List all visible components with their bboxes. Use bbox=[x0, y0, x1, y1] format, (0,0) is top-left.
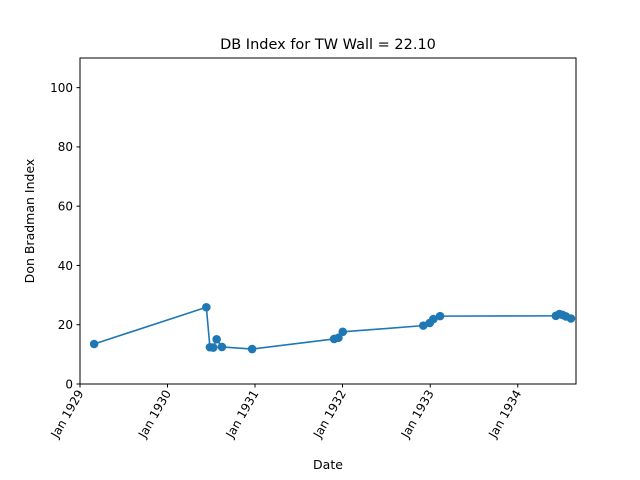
plot-area bbox=[80, 58, 576, 384]
plot-frame bbox=[79, 57, 577, 385]
x-axis: Jan 1929 Jan 1930 Jan 1931 Jan 1932 Jan 1933… bbox=[48, 384, 524, 442]
data-point bbox=[212, 334, 221, 344]
y-tick-label: 60 bbox=[58, 199, 73, 213]
data-point bbox=[566, 314, 576, 323]
data-point bbox=[247, 344, 257, 354]
x-tick-label: Jan 1934 bbox=[485, 388, 524, 442]
x-tick-label: Jan 1929 bbox=[48, 388, 87, 442]
y-tick-label: 40 bbox=[58, 259, 73, 273]
data-point bbox=[217, 342, 227, 352]
data-point bbox=[429, 314, 438, 324]
y-tick-label: 0 bbox=[65, 377, 73, 391]
series-layer bbox=[89, 302, 576, 354]
x-tick-label: Jan 1931 bbox=[223, 388, 262, 442]
data-point bbox=[338, 327, 348, 337]
y-tick-label: 80 bbox=[58, 140, 73, 154]
x-tick-label: Jan 1932 bbox=[310, 388, 349, 442]
y-tick-label: 20 bbox=[58, 318, 73, 332]
data-point bbox=[202, 302, 211, 312]
chart-title: DB Index for TW Wall = 22.10 bbox=[220, 37, 436, 53]
x-axis-label: Date bbox=[313, 457, 343, 472]
y-axis-label: Don Bradman Index bbox=[22, 159, 37, 284]
x-tick-label: Jan 1930 bbox=[135, 388, 174, 442]
data-point bbox=[334, 333, 343, 343]
x-tick-label: Jan 1933 bbox=[398, 388, 437, 442]
y-tick-label: 100 bbox=[50, 81, 73, 95]
data-point bbox=[208, 343, 218, 352]
data-point bbox=[89, 339, 99, 349]
data-point bbox=[435, 311, 445, 321]
data-point bbox=[418, 321, 428, 330]
y-axis: 0 20 40 60 80 100 bbox=[50, 81, 80, 391]
